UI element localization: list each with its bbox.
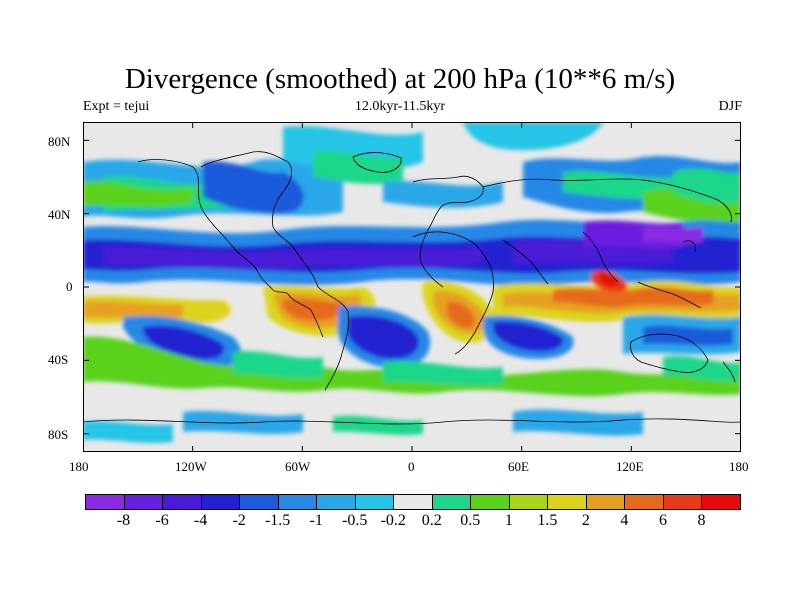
- colorbar-level-label: -1: [309, 512, 323, 529]
- x-tick-label: 60E: [508, 459, 529, 474]
- colorbar-level-label: 0.5: [460, 512, 481, 529]
- colorbar-swatch: [239, 494, 279, 510]
- season-label: DJF: [718, 99, 742, 114]
- y-tick-label: 80N: [48, 134, 71, 149]
- colorbar-swatch: [470, 494, 510, 510]
- colorbar-level-label: -0.5: [342, 512, 368, 529]
- colorbar-level-label: -4: [193, 512, 208, 529]
- colorbar-swatch: [624, 494, 664, 510]
- colorbar-swatch: [123, 494, 164, 510]
- colorbar-swatch: [547, 494, 587, 510]
- colorbar-swatch: [200, 494, 241, 510]
- colorbar-level-label: -1.5: [264, 512, 291, 529]
- colorbar-swatch: [354, 494, 395, 510]
- y-tick-label: 80S: [48, 427, 69, 442]
- colorbar-swatch: [162, 494, 202, 510]
- colorbar-level-label: 6: [658, 512, 667, 529]
- colorbar-level-label: 0.2: [421, 512, 442, 529]
- colorbar-level-label: 8: [697, 512, 706, 529]
- colorbar: [85, 494, 741, 510]
- x-tick-label: 0: [408, 459, 415, 474]
- colorbar-level-label: -2: [232, 512, 246, 529]
- x-tick-label: 120E: [616, 459, 644, 474]
- colorbar-swatch: [431, 494, 472, 510]
- time-range-label: 12.0kyr-11.5kyr: [354, 99, 446, 114]
- colorbar-level-label: -8: [116, 512, 131, 529]
- colorbar-swatch: [701, 494, 741, 510]
- colorbar-swatch: [508, 494, 549, 510]
- map-panel: 180 120W 60W 0 60E 120E 180 80N 40N 0 40…: [48, 122, 749, 474]
- colorbar-level-label: -6: [155, 512, 169, 529]
- divergence-field: [83, 122, 741, 444]
- x-tick-label: 180: [729, 459, 749, 474]
- colorbar-swatch: [316, 494, 356, 510]
- y-tick-label: 40N: [48, 207, 71, 222]
- x-tick-label: 120W: [175, 459, 207, 474]
- colorbar-swatch: [662, 494, 703, 510]
- colorbar-swatch: [393, 494, 433, 510]
- colorbar-level-label: 2: [581, 512, 590, 529]
- colorbar-level-label: 1: [504, 512, 513, 529]
- y-tick-label: 40S: [48, 352, 69, 367]
- colorbar-level-label: 1.5: [537, 512, 558, 529]
- colorbar-level-label: 4: [620, 512, 629, 529]
- x-tick-label: 180: [69, 459, 89, 474]
- divergence-map: [83, 122, 741, 452]
- y-tick-label: 0: [66, 279, 73, 294]
- experiment-label: Expt = tejui: [83, 99, 150, 114]
- plot-title: Divergence (smoothed) at 200 hPa (10**6 …: [124, 63, 676, 95]
- colorbar-swatch: [585, 494, 626, 510]
- colorbar-level-label: -0.2: [380, 512, 406, 529]
- coastlines: [83, 151, 741, 425]
- colorbar-swatch: [85, 494, 125, 510]
- x-tick-label: 60W: [285, 459, 311, 474]
- colorbar-swatch: [277, 494, 318, 510]
